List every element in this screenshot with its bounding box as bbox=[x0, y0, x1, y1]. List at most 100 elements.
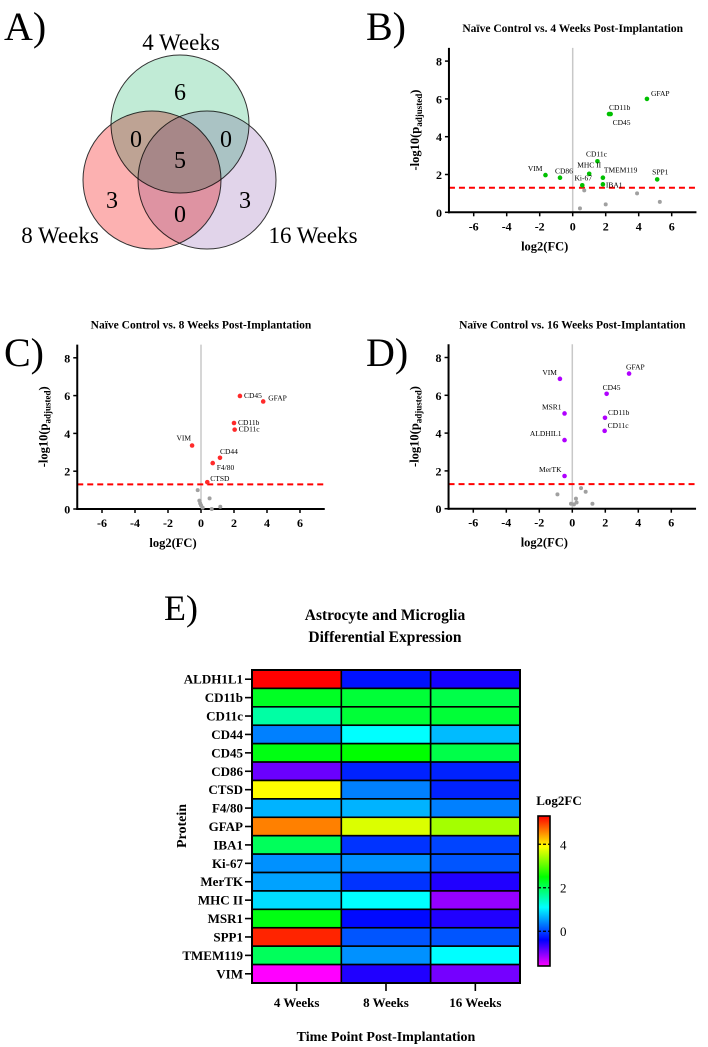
point-label: CD11b bbox=[608, 408, 630, 417]
row-label: F4/80 bbox=[212, 801, 243, 816]
y-axis-label: Protein bbox=[175, 804, 190, 848]
significant-point bbox=[579, 182, 585, 188]
x-tick-label: -4 bbox=[501, 516, 511, 530]
significant-point bbox=[602, 428, 607, 434]
point-label: CD11c bbox=[586, 149, 608, 158]
y-tick-label: 6 bbox=[436, 92, 442, 106]
point-label: GFAP bbox=[651, 89, 670, 98]
venn-region-count: 5 bbox=[174, 148, 186, 174]
x-axis-label: log2(FC) bbox=[521, 239, 568, 253]
heatmap-cell bbox=[340, 706, 432, 727]
significant-point bbox=[602, 415, 608, 421]
heatmap-cell bbox=[429, 926, 521, 947]
heatmap-cell bbox=[429, 742, 521, 763]
nonsignificant-point bbox=[195, 488, 200, 493]
colorbar-tick-label: 2 bbox=[560, 881, 567, 896]
colorbar-tick-label: 0 bbox=[560, 924, 567, 939]
row-label: MHC II bbox=[198, 893, 243, 908]
heatmap-cell bbox=[340, 816, 432, 837]
point-label: CD11b bbox=[238, 418, 260, 427]
heatmap-cell bbox=[251, 798, 343, 819]
y-tick-label: 8 bbox=[436, 351, 442, 365]
point-label: MerTK bbox=[539, 465, 562, 474]
point-label: Ki-67 bbox=[575, 173, 593, 182]
row-label: TMEM119 bbox=[182, 948, 243, 963]
x-tick-label: 6 bbox=[668, 516, 674, 530]
heatmap-cell bbox=[251, 816, 343, 837]
x-tick-label: -6 bbox=[469, 219, 479, 233]
significant-point bbox=[586, 171, 592, 177]
venn-region-count: 0 bbox=[220, 127, 232, 153]
row-label: CTSD bbox=[208, 782, 243, 797]
point-label: GFAP bbox=[626, 363, 645, 372]
row-label: CD11b bbox=[205, 690, 243, 705]
heatmap-cell bbox=[251, 687, 343, 708]
y-tick-label: 8 bbox=[64, 351, 70, 365]
heatmap-cell bbox=[340, 742, 432, 763]
nonsignificant-point bbox=[218, 504, 223, 509]
heatmap-cell bbox=[429, 798, 521, 819]
x-tick-label: 2 bbox=[602, 516, 608, 530]
nonsignificant-point bbox=[555, 492, 560, 497]
significant-point bbox=[237, 393, 243, 399]
nonsignificant-point bbox=[574, 500, 579, 505]
point-label: VIM bbox=[542, 368, 557, 377]
significant-point bbox=[204, 479, 210, 485]
venn-set-label: 4 Weeks bbox=[142, 30, 220, 55]
colorbar-tick-label: 4 bbox=[560, 837, 567, 852]
nonsignificant-point bbox=[635, 191, 640, 196]
point-label: CD11c bbox=[608, 421, 630, 430]
y-tick-label: 2 bbox=[64, 465, 70, 479]
y-tick-label: 6 bbox=[64, 389, 70, 403]
heatmap-cell bbox=[251, 706, 343, 727]
venn-region-count: 3 bbox=[106, 188, 118, 214]
column-label: 8 Weeks bbox=[363, 995, 409, 1010]
x-tick-label: 4 bbox=[636, 219, 642, 233]
heatmap-cell bbox=[340, 853, 432, 874]
row-label: GFAP bbox=[209, 819, 243, 834]
heatmap-cell bbox=[429, 761, 521, 782]
point-label: CD45 bbox=[603, 383, 621, 392]
x-tick-label: -2 bbox=[535, 219, 545, 233]
y-axis-label: -log10(padjusted) bbox=[36, 386, 52, 467]
y-axis-label: -log10(padjusted) bbox=[408, 386, 424, 467]
significant-point bbox=[557, 175, 563, 181]
x-tick-label: -4 bbox=[502, 219, 512, 233]
row-label: IBA1 bbox=[213, 837, 243, 852]
heatmap-cell bbox=[429, 945, 521, 966]
heatmap-cell bbox=[251, 779, 343, 800]
venn-diagram: 4 Weeks 8 Weeks 16 Weeks 6 0 0 5 3 0 3 bbox=[21, 30, 358, 250]
point-label: IBA1 bbox=[606, 180, 623, 189]
point-label: CD86 bbox=[555, 167, 573, 176]
point-label: CD45 bbox=[244, 391, 262, 400]
point-label: CD11b bbox=[609, 103, 631, 112]
heatmap-cell bbox=[251, 669, 343, 690]
x-tick-label: -6 bbox=[97, 516, 107, 530]
colorbar bbox=[537, 815, 551, 967]
significant-point bbox=[626, 371, 632, 376]
y-axis-label-subscript: adjusted bbox=[42, 390, 52, 423]
column-label: 16 Weeks bbox=[449, 995, 501, 1010]
point-label: CD44 bbox=[220, 447, 238, 456]
significant-point bbox=[543, 172, 548, 178]
heatmap-cell bbox=[429, 669, 521, 690]
y-tick-label: 6 bbox=[436, 389, 442, 403]
significant-point bbox=[210, 460, 216, 466]
x-tick-label: 0 bbox=[569, 516, 575, 530]
significant-point bbox=[562, 437, 567, 443]
row-label: VIM bbox=[216, 966, 243, 981]
heatmap-cell bbox=[429, 908, 521, 929]
chart-title: Naïve Control vs. 8 Weeks Post-Implantat… bbox=[91, 320, 312, 332]
x-tick-label: -6 bbox=[468, 516, 478, 530]
point-label: CD45 bbox=[613, 118, 631, 127]
significant-point bbox=[562, 473, 567, 479]
heatmap-cell bbox=[429, 816, 521, 837]
point-label: ALDHIL1 bbox=[530, 429, 562, 438]
row-label: MSR1 bbox=[208, 911, 243, 926]
heatmap-cell bbox=[429, 890, 521, 911]
significant-point bbox=[600, 182, 606, 187]
heatmap-cell bbox=[340, 834, 432, 855]
row-label: Ki-67 bbox=[212, 856, 244, 871]
heatmap-title-line2: Differential Expression bbox=[308, 629, 462, 646]
